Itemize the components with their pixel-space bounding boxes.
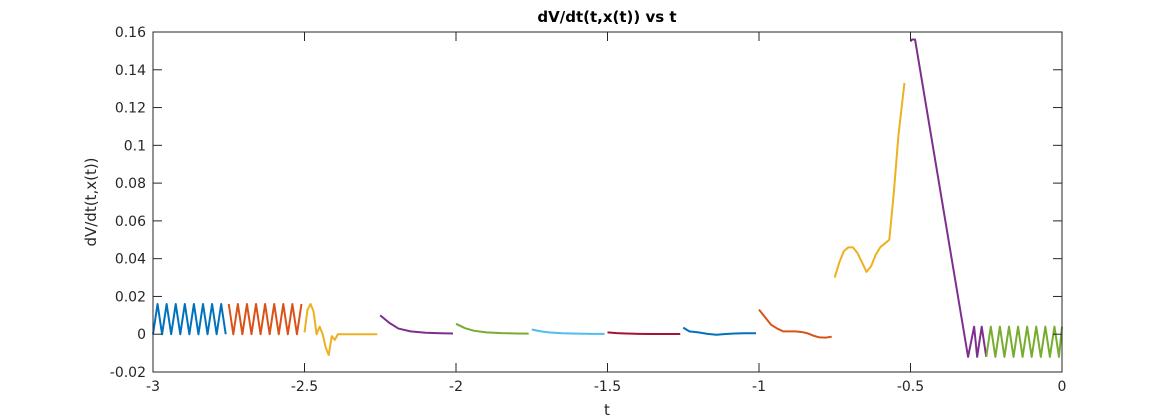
- series-line-segment-3: [303, 303, 378, 356]
- y-tick-label: -0.02: [110, 365, 146, 381]
- series-line-segment-4: [379, 314, 453, 335]
- y-axis-label: dV/dt(t,x(t)): [82, 157, 100, 246]
- x-tick-label: -1.5: [594, 379, 621, 395]
- x-tick-label: -0.5: [897, 379, 924, 395]
- x-tick-label: 0: [1058, 379, 1067, 395]
- y-tick-label: 0.1: [124, 138, 146, 154]
- series-line-segment-7: [607, 331, 681, 336]
- series-line-segment-6: [531, 328, 605, 335]
- series-layer: [152, 38, 1063, 358]
- x-axis-label: t: [604, 401, 610, 419]
- x-tick-label: -3: [146, 379, 160, 395]
- series-line-segment-10: [833, 82, 906, 278]
- x-tick-label: -2: [449, 379, 463, 395]
- plot-area: -3 -2.5 -2 -1.5 -1 -0.5 0 -0.02 0 0.02 0.04 0.06 0.…: [110, 25, 1067, 395]
- x-tick-label: -2.5: [291, 379, 318, 395]
- y-tick-label: 0.14: [115, 63, 146, 79]
- series-line-segment-5: [455, 322, 529, 335]
- series-line-segment-12: [985, 325, 1063, 358]
- y-tick-label: 0.08: [115, 176, 146, 192]
- y-tick-label: 0: [137, 327, 146, 343]
- axes-box: [152, 31, 1063, 373]
- series-line-segment-2: [227, 303, 303, 336]
- series-line-segment-9: [758, 309, 832, 339]
- x-axis-ticks: -3 -2.5 -2 -1.5 -1 -0.5 0: [146, 32, 1066, 395]
- y-tick-label: 0.04: [115, 252, 146, 268]
- y-tick-label: 0.16: [115, 25, 146, 41]
- series-line-segment-8: [682, 326, 756, 336]
- y-axis-ticks: -0.02 0 0.02 0.04 0.06 0.08 0.1 0.12 0.14 0.16: [110, 25, 1062, 381]
- series-line-segment-1: [152, 303, 227, 336]
- chart-title: dV/dt(t,x(t)) vs t: [537, 8, 676, 26]
- series-line-segment-11: [909, 38, 988, 358]
- axes-box-border: [152, 31, 1063, 373]
- y-tick-label: 0.06: [115, 214, 146, 230]
- y-tick-label: 0.12: [115, 101, 146, 117]
- x-tick-label: -1: [752, 379, 766, 395]
- y-tick-label: 0.02: [115, 289, 146, 305]
